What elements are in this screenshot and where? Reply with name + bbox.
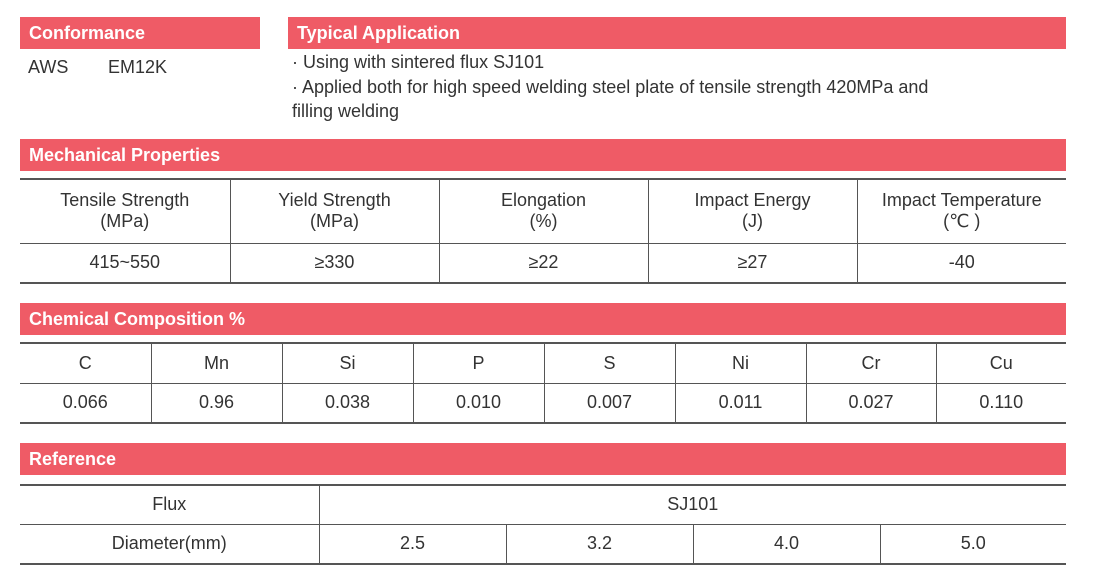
value-p: 0.010 xyxy=(412,383,544,423)
chemical-composition-table: C Mn Si P S Ni Cr Cu 0.066 0.96 0.038 0.… xyxy=(20,342,1066,424)
impact-energy-unit: (J) xyxy=(742,211,763,232)
value-cu: 0.110 xyxy=(935,383,1066,423)
value-s: 0.007 xyxy=(543,383,675,423)
tensile-strength-label: Tensile Strength xyxy=(60,190,190,211)
diameter-value-4: 5.0 xyxy=(879,524,1067,564)
yield-strength-unit: (MPa) xyxy=(310,211,359,232)
value-ni: 0.011 xyxy=(674,383,806,423)
header-impact-energy: Impact Energy (J) xyxy=(647,179,857,244)
value-cr: 0.027 xyxy=(805,383,936,423)
element-si: Si xyxy=(281,343,413,384)
reference-table: Flux SJ101 Diameter(mm) 2.5 3.2 4.0 5.0 xyxy=(20,484,1067,565)
element-ni: Ni xyxy=(674,343,806,384)
value-c: 0.066 xyxy=(62,392,108,413)
diameter-value-3: 4.0 xyxy=(692,524,880,564)
diameter-value-1: 2.5 xyxy=(318,524,506,564)
header-yield-strength: Yield Strength (MPa) xyxy=(229,179,439,244)
elongation-value: ≥22 xyxy=(438,243,648,283)
header-elongation: Elongation (%) xyxy=(438,179,648,244)
element-mn: Mn xyxy=(150,343,282,384)
tensile-strength-value: 415~550 xyxy=(89,252,161,273)
impact-temperature-unit: (℃ ) xyxy=(943,211,981,232)
chemical-composition-header: Chemical Composition % xyxy=(20,303,1066,335)
typical-application-header: Typical Application xyxy=(288,17,1066,49)
application-line-3: filling welding xyxy=(292,101,400,121)
yield-strength-label: Yield Strength xyxy=(278,190,391,211)
impact-temperature-value: -40 xyxy=(856,243,1066,283)
element-cr: Cr xyxy=(805,343,936,384)
elongation-label: Elongation xyxy=(500,190,587,211)
header-impact-temperature: Impact Temperature (℃ ) xyxy=(856,179,1066,244)
value-mn: 0.96 xyxy=(150,383,282,423)
element-s: S xyxy=(543,343,675,384)
diameter-value-2: 3.2 xyxy=(505,524,693,564)
impact-energy-label: Impact Energy xyxy=(694,190,811,211)
mechanical-properties-table: Tensile Strength (MPa) Yield Strength (M… xyxy=(20,178,1066,284)
application-line-2: · Applied both for high speed welding st… xyxy=(292,77,929,97)
impact-temperature-label: Impact Temperature xyxy=(881,190,1042,211)
conformance-standard: AWS xyxy=(28,57,69,77)
application-line-1: · Using with sintered flux SJ101 xyxy=(292,52,545,72)
impact-energy-value: ≥27 xyxy=(647,243,857,283)
element-p: P xyxy=(412,343,544,384)
reference-header: Reference xyxy=(20,443,1066,475)
header-tensile-strength: Tensile Strength (MPa) xyxy=(20,179,230,244)
mechanical-properties-header: Mechanical Properties xyxy=(20,139,1066,171)
conformance-classification: EM12K xyxy=(108,57,168,77)
element-cu: Cu xyxy=(935,343,1066,384)
conformance-header: Conformance xyxy=(20,17,260,49)
yield-strength-value: ≥330 xyxy=(229,243,439,283)
diameter-label: Diameter(mm) xyxy=(111,533,227,554)
tensile-strength-unit: (MPa) xyxy=(100,211,150,232)
flux-value: SJ101 xyxy=(318,485,1067,525)
flux-label: Flux xyxy=(20,485,319,525)
value-si: 0.038 xyxy=(281,383,413,423)
elongation-unit: (%) xyxy=(529,211,558,232)
element-c: C xyxy=(20,343,151,384)
